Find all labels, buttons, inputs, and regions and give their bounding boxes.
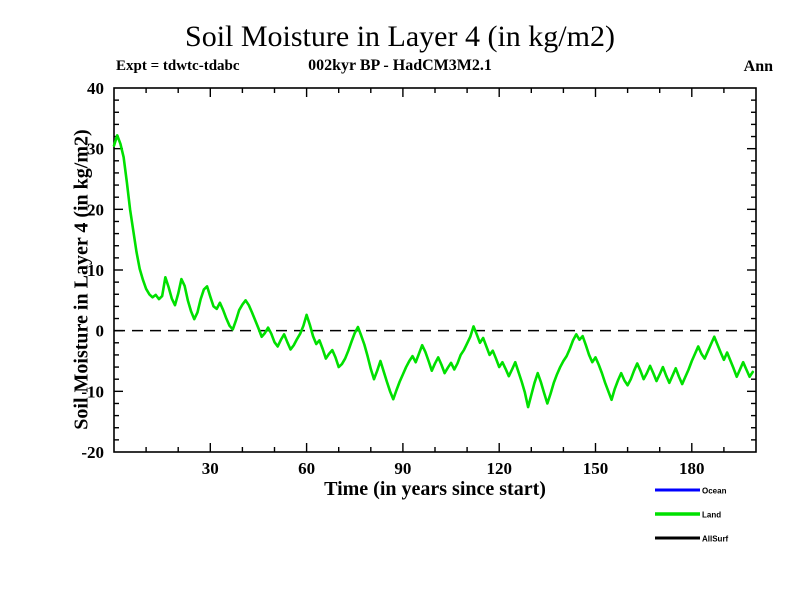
- svg-text:30: 30: [202, 459, 219, 478]
- data-series-lines: [112, 134, 755, 409]
- chart-title: Soil Moisture in Layer 4 (in kg/m2): [185, 20, 615, 53]
- svg-text:-20: -20: [81, 443, 104, 462]
- x-axis-label: Time (in years since start): [324, 478, 546, 500]
- svg-text:60: 60: [298, 459, 315, 478]
- axis-tick-labels: 30 60 90 120 150 180 40 30 20 10 0 -10 -20: [81, 79, 704, 478]
- svg-text:120: 120: [486, 459, 512, 478]
- svg-text:40: 40: [87, 79, 104, 98]
- svg-text:10: 10: [87, 261, 104, 280]
- svg-text:20: 20: [87, 200, 104, 219]
- svg-text:90: 90: [394, 459, 411, 478]
- legend: Ocean Land AllSurf: [655, 487, 729, 544]
- svg-text:150: 150: [583, 459, 609, 478]
- svg-text:180: 180: [679, 459, 705, 478]
- experiment-label: Expt = tdwtc-tdabc: [116, 58, 240, 74]
- axis-ticks: [114, 88, 756, 452]
- svg-text:Ocean: Ocean: [702, 487, 727, 496]
- svg-text:0: 0: [96, 322, 105, 341]
- svg-text:-10: -10: [81, 382, 104, 401]
- svg-text:AllSurf: AllSurf: [702, 535, 729, 544]
- svg-text:Land: Land: [702, 511, 721, 520]
- svg-text:30: 30: [87, 140, 104, 159]
- period-label: Ann: [743, 58, 773, 75]
- chart-subtitle: 002kyr BP - HadCM3M2.1: [308, 57, 492, 74]
- plot-frame: [113, 87, 757, 453]
